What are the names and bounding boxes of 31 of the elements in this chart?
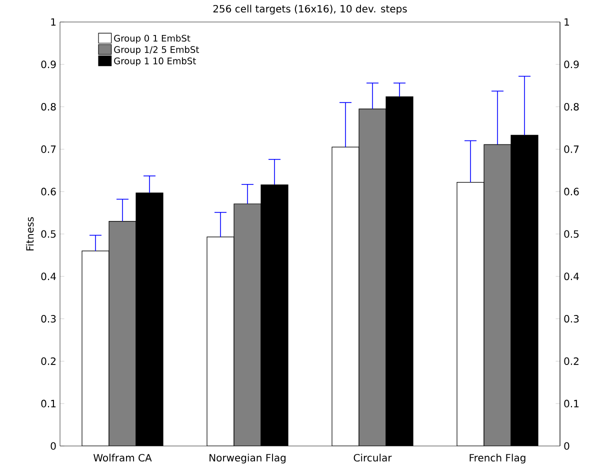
x-tick-label: Wolfram CA bbox=[93, 454, 152, 462]
y-tick-label: 0 bbox=[50, 442, 56, 450]
x-tick-label: Circular bbox=[354, 454, 392, 462]
y-tick-label: 0.7 bbox=[41, 145, 56, 154]
y-tick-label: 0.8 bbox=[41, 103, 56, 111]
y-tick-label: 0.9 bbox=[41, 60, 56, 68]
legend-label: Group 1/2 5 EmbSt bbox=[114, 46, 199, 55]
y2-tick-label: 0.1 bbox=[564, 400, 579, 408]
x-tick-label: French Flag bbox=[470, 454, 526, 464]
y2-tick-label: 0.2 bbox=[564, 357, 578, 366]
chart-title: 256 cell targets (16x16), 10 dev. steps bbox=[213, 4, 407, 15]
y2-tick-label: 0.7 bbox=[564, 145, 579, 154]
y2-tick-label: 0.4 bbox=[564, 272, 579, 280]
x-tick-label: Norwegian Flag bbox=[210, 454, 286, 464]
y2-tick-label: 0.8 bbox=[564, 103, 579, 111]
y-axis-title: Fitness bbox=[26, 217, 34, 250]
y2-tick-label: 0.3 bbox=[564, 315, 579, 323]
legend-label: Group 0 1 EmbSt bbox=[114, 34, 190, 44]
y-tick-label: 0.5 bbox=[41, 230, 56, 238]
y2-tick-label: 1 bbox=[564, 18, 569, 26]
y-tick-label: 0.6 bbox=[41, 188, 56, 196]
y2-tick-label: 0.5 bbox=[564, 230, 579, 238]
y-tick-label: 0.3 bbox=[41, 315, 56, 323]
y-tick-label: 0.4 bbox=[41, 272, 56, 280]
y2-tick-label: 0.9 bbox=[564, 60, 579, 68]
legend-label: Group 1 10 EmbSt bbox=[114, 57, 196, 66]
y2-tick-label: 0 bbox=[564, 442, 570, 450]
y-tick-label: 1 bbox=[51, 18, 56, 26]
y-tick-label: 0.2 bbox=[41, 357, 56, 366]
y-tick-label: 0.1 bbox=[41, 400, 56, 408]
y2-tick-label: 0.6 bbox=[564, 188, 579, 196]
